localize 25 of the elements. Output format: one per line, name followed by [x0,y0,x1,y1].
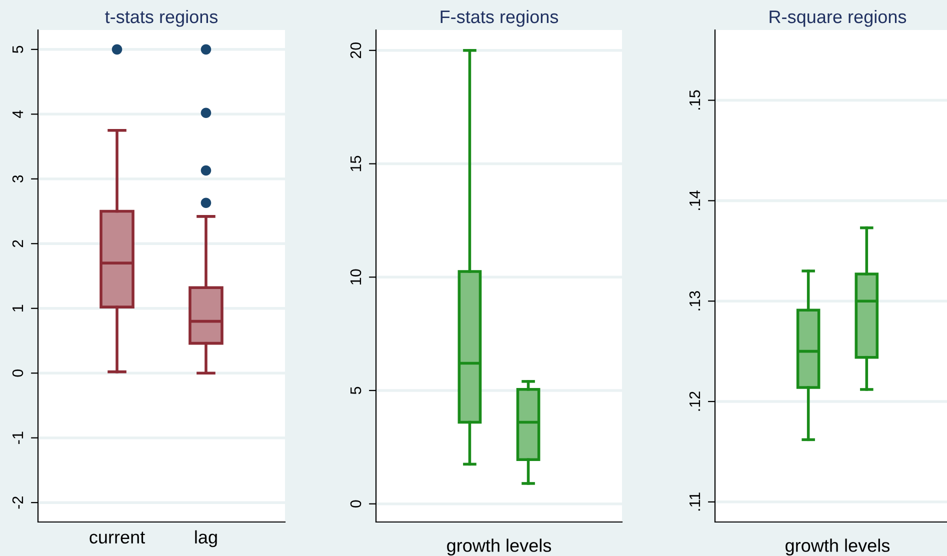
x-tick-label: current [90,532,145,544]
y-tick-label: 5 [350,386,362,394]
x-tick-label: lag [195,530,217,548]
y-tick-label: 20 [350,42,362,58]
chart-title: R-square regions [770,10,906,27]
y-tick-label: .15 [690,90,700,110]
y-tick-label: -1 [12,432,24,444]
y-tick-label: .14 [690,190,700,210]
y-tick-label: 0 [350,500,362,508]
chart-title: F-stats regions [440,10,558,27]
y-tick-label: 10 [350,269,362,284]
x-axis-title: growth levels [447,538,552,556]
y-tick-label: 0 [12,369,24,377]
y-tick-label: .13 [689,291,700,310]
y-tick-label: 5 [12,46,24,54]
y-tick-label: .11 [690,492,700,511]
y-tick-label: 3 [12,175,24,183]
x-axis-title: growth levels [786,538,890,556]
y-tick-label: 4 [12,110,24,118]
y-tick-label: -2 [12,496,24,509]
y-tick-label: 2 [12,240,24,248]
y-tick-label: 15 [350,156,362,172]
y-tick-label: 1 [12,304,24,312]
y-tick-label: .12 [689,392,700,411]
chart-title: t-stats regions [105,10,218,27]
